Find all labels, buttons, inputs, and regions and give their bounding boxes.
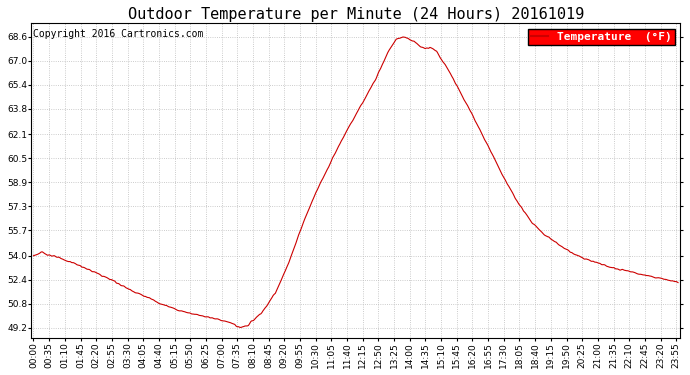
Legend: Temperature  (°F): Temperature (°F) <box>528 28 675 45</box>
Text: Copyright 2016 Cartronics.com: Copyright 2016 Cartronics.com <box>32 29 203 39</box>
Title: Outdoor Temperature per Minute (24 Hours) 20161019: Outdoor Temperature per Minute (24 Hours… <box>128 7 584 22</box>
